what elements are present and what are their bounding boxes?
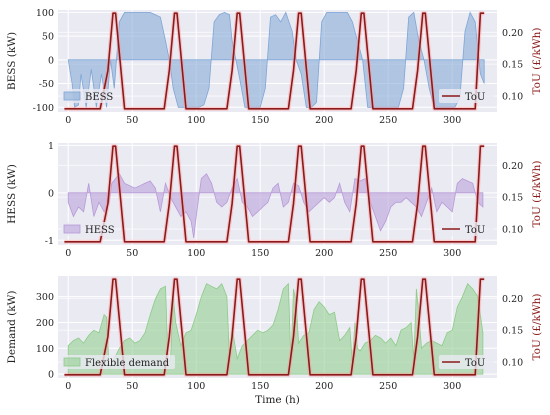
x-tick-label: 100 (187, 248, 205, 259)
x-tick-label: 250 (379, 381, 397, 392)
x-tick-label: 200 (315, 248, 333, 259)
y-tick-label: -100 (33, 103, 54, 114)
series-area (67, 11, 485, 108)
legend-right-label: ToU (465, 92, 485, 103)
y-tick-label: -50 (39, 79, 54, 90)
x-tick-label: 250 (379, 115, 397, 126)
y-tick-label: 200 (36, 318, 54, 329)
y-right-tick-label: 0.20 (502, 294, 523, 305)
y-right-axis-label: ToU (£/kWh) (531, 293, 543, 360)
y-axis-label: HESS (kW) (6, 164, 18, 224)
x-tick-label: 150 (251, 248, 269, 259)
legend-left-swatch (63, 357, 81, 367)
legend-right-box (439, 355, 494, 369)
y-axis-label: BESS (kW) (6, 32, 18, 90)
y-right-tick-label: 0.20 (502, 28, 523, 39)
y-axis-label: Demand (kW) (6, 290, 18, 363)
y-right-tick-label: 0.10 (502, 358, 523, 369)
x-tick-label: 150 (251, 381, 269, 392)
y-tick-label: 0 (48, 188, 54, 199)
y-tick-label: 300 (36, 292, 54, 303)
y-tick-label: 0 (48, 55, 54, 66)
y-tick-label: 0 (48, 370, 54, 381)
legend-right-box (439, 89, 494, 103)
x-tick-label: 100 (187, 381, 205, 392)
y-right-tick-label: 0.15 (502, 326, 523, 337)
chart-panel-1: -100 -50 0 50 100 0.10 0.15 0.20 0 50 100 150 200 250… (6, 8, 543, 126)
x-tick-label: 300 (443, 381, 461, 392)
y-right-axis-label: ToU (£/kWh) (531, 160, 543, 227)
plot-area (64, 277, 485, 377)
x-tick-label: 200 (315, 115, 333, 126)
legend-left-box (61, 355, 175, 369)
y-tick-label: 1 (48, 141, 54, 152)
legend-right-box (439, 222, 494, 236)
x-tick-label: 50 (126, 248, 138, 259)
x-tick-label: 200 (315, 381, 333, 392)
legend-left-swatch (63, 91, 81, 101)
x-tick-label: 300 (443, 248, 461, 259)
x-axis-label: Time (h) (255, 394, 300, 406)
x-tick-label: 250 (379, 248, 397, 259)
y-tick-label: 50 (42, 32, 54, 43)
tou-line (64, 145, 485, 243)
x-tick-label: 0 (65, 248, 71, 259)
x-tick-label: 150 (251, 115, 269, 126)
y-right-tick-label: 0.20 (502, 161, 523, 172)
x-tick-label: 50 (126, 381, 138, 392)
y-tick-label: -1 (45, 236, 54, 247)
x-tick-label: 100 (187, 115, 205, 126)
series-area (67, 282, 484, 375)
legend-right-label: ToU (465, 225, 485, 236)
x-tick-label: 0 (65, 381, 71, 392)
x-tick-label: 50 (126, 115, 138, 126)
x-tick-label: 300 (443, 115, 461, 126)
legend-left-label: HESS (85, 225, 115, 236)
tou-line (64, 12, 485, 110)
chart-panel-2: -1 0 1 0.10 0.15 0.20 0 50 100 150 200 250 300 HESS (… (6, 141, 543, 259)
tou-line (64, 278, 485, 376)
legend-left-swatch (63, 224, 81, 234)
plot-area (64, 144, 485, 244)
y-right-tick-label: 0.15 (502, 193, 523, 204)
y-tick-label: 100 (36, 344, 54, 355)
x-tick-label: 0 (65, 115, 71, 126)
plot-area (64, 11, 485, 111)
legend-left-label: BESS (85, 92, 113, 103)
legend-left-label: Flexible demand (85, 358, 170, 369)
y-right-tick-label: 0.10 (502, 92, 523, 103)
chart-panel-3: 0 100 200 300 0.10 0.15 0.20 0 50 100 150 200 250 300… (6, 276, 543, 406)
series-area (67, 173, 484, 238)
legend-right-label: ToU (465, 358, 485, 369)
y-right-tick-label: 0.10 (502, 225, 523, 236)
y-tick-label: 100 (36, 8, 54, 19)
y-right-axis-label: ToU (£/kWh) (531, 27, 543, 94)
y-right-tick-label: 0.15 (502, 60, 523, 71)
